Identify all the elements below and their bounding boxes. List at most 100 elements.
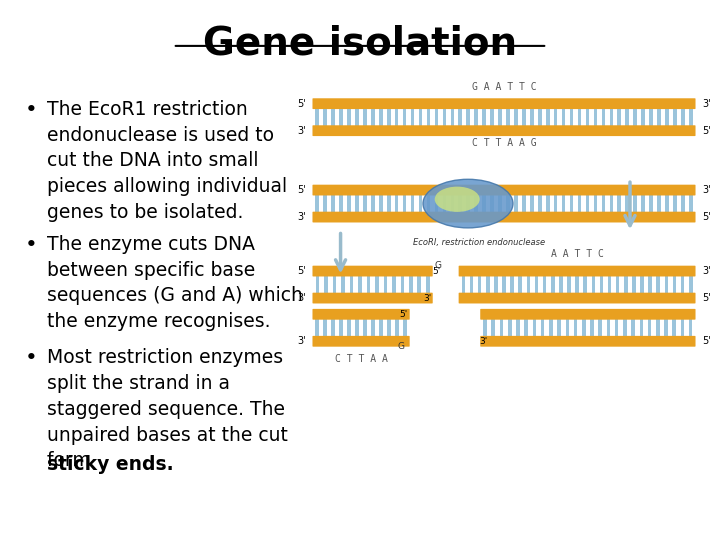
Bar <box>443 109 446 126</box>
Bar <box>689 195 693 212</box>
Bar <box>554 195 557 212</box>
Text: 3': 3' <box>423 294 431 302</box>
Bar <box>570 195 573 212</box>
Bar <box>665 195 669 212</box>
Bar <box>364 319 367 336</box>
Bar <box>451 195 454 212</box>
Bar <box>363 109 366 126</box>
Bar <box>474 109 478 126</box>
Bar <box>642 195 645 212</box>
Bar <box>498 109 502 126</box>
Bar <box>347 195 351 212</box>
Text: 5': 5' <box>702 212 711 222</box>
Bar <box>554 109 557 126</box>
Text: Gene isolation: Gene isolation <box>203 24 517 62</box>
FancyBboxPatch shape <box>312 293 433 303</box>
Bar <box>339 109 343 126</box>
Bar <box>639 319 643 336</box>
Bar <box>469 276 473 293</box>
Bar <box>402 109 406 126</box>
Bar <box>575 276 579 293</box>
Bar <box>634 109 637 126</box>
Bar <box>498 195 502 212</box>
Bar <box>387 109 390 126</box>
Bar <box>535 276 539 293</box>
Bar <box>324 276 328 293</box>
Bar <box>331 195 335 212</box>
Bar <box>323 319 327 336</box>
Bar <box>490 195 494 212</box>
Bar <box>585 109 589 126</box>
Text: •: • <box>25 235 38 255</box>
Bar <box>395 319 399 336</box>
Bar <box>371 109 374 126</box>
Bar <box>503 276 506 293</box>
Bar <box>541 319 544 336</box>
Bar <box>494 276 498 293</box>
FancyBboxPatch shape <box>312 266 433 276</box>
Bar <box>315 195 319 212</box>
Bar <box>673 109 677 126</box>
Bar <box>427 195 431 212</box>
Bar <box>570 109 573 126</box>
Bar <box>538 109 541 126</box>
Bar <box>333 276 336 293</box>
Bar <box>640 276 644 293</box>
FancyBboxPatch shape <box>480 336 696 347</box>
Text: sticky ends.: sticky ends. <box>47 455 174 474</box>
Text: 5': 5' <box>702 126 711 136</box>
Bar <box>642 109 645 126</box>
Bar <box>530 109 534 126</box>
Bar <box>419 195 423 212</box>
Text: G A A T T C: G A A T T C <box>472 82 536 92</box>
Bar <box>462 276 465 293</box>
Bar <box>366 276 370 293</box>
Bar <box>657 276 660 293</box>
Bar <box>634 195 637 212</box>
Bar <box>616 276 619 293</box>
Bar <box>451 109 454 126</box>
FancyBboxPatch shape <box>312 98 696 109</box>
Bar <box>315 109 319 126</box>
Bar <box>656 319 660 336</box>
Text: 5': 5' <box>702 336 711 346</box>
Bar <box>583 276 587 293</box>
Bar <box>490 109 494 126</box>
Text: •: • <box>25 348 38 368</box>
FancyBboxPatch shape <box>459 266 696 276</box>
Bar <box>392 276 395 293</box>
Bar <box>681 276 685 293</box>
Bar <box>331 109 335 126</box>
Bar <box>610 109 613 126</box>
Text: 3': 3' <box>702 99 711 109</box>
Bar <box>522 195 526 212</box>
Bar <box>411 195 415 212</box>
Bar <box>341 276 345 293</box>
Bar <box>623 319 626 336</box>
Bar <box>427 109 431 126</box>
Bar <box>590 319 594 336</box>
Text: G: G <box>397 342 405 352</box>
Bar <box>395 109 398 126</box>
Bar <box>355 109 359 126</box>
Text: EcoRI, restriction endonuclease: EcoRI, restriction endonuclease <box>413 238 545 247</box>
Bar <box>649 195 653 212</box>
Bar <box>486 276 490 293</box>
FancyBboxPatch shape <box>312 212 696 222</box>
Bar <box>582 319 585 336</box>
Bar <box>567 276 571 293</box>
Bar <box>395 195 398 212</box>
Bar <box>375 276 379 293</box>
Text: 5': 5' <box>297 185 306 195</box>
Bar <box>508 319 511 336</box>
Bar <box>514 109 518 126</box>
Bar <box>435 109 438 126</box>
Bar <box>347 319 351 336</box>
Bar <box>350 276 354 293</box>
Bar <box>600 276 603 293</box>
Text: A A T T C: A A T T C <box>551 249 603 259</box>
Bar <box>409 276 413 293</box>
Bar <box>585 195 589 212</box>
Bar <box>526 276 530 293</box>
Bar <box>574 319 577 336</box>
